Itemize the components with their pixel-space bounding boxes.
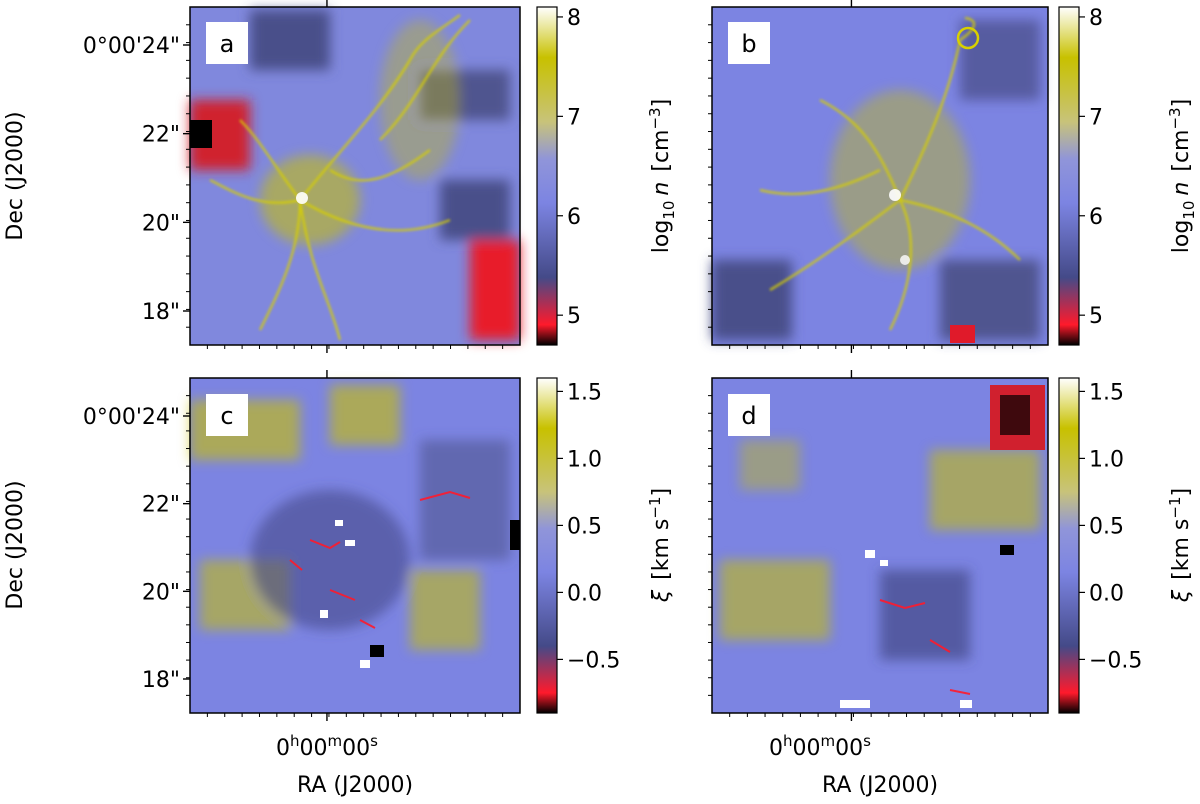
panel-d-label-box bbox=[728, 394, 770, 436]
colorbar-c-tick-label: 1.5 bbox=[567, 380, 602, 405]
colorbar-b-tick-label: 8 bbox=[1089, 6, 1103, 31]
colorbar-c-tick-label: 0.0 bbox=[567, 581, 602, 606]
y-tick-label: 22" bbox=[142, 493, 180, 518]
colorbar-b-tick-label: 5 bbox=[1089, 304, 1103, 329]
panel-d-frame bbox=[711, 377, 1049, 714]
colorbar-d-gradient bbox=[1058, 377, 1080, 714]
colorbar-a: 5 6 7 8 log10n[cm−3] bbox=[536, 6, 678, 346]
panel-a-ylabel: Dec (J2000) bbox=[3, 111, 28, 240]
panel-b-axes bbox=[708, 0, 1031, 353]
colorbar-c-tick-label: −0.5 bbox=[567, 648, 620, 673]
y-tick-label: 20" bbox=[142, 580, 180, 605]
colorbar-b-tick-label: 6 bbox=[1089, 205, 1103, 230]
colorbar-d-tick-label: 0.5 bbox=[1089, 514, 1124, 539]
colorbar-c-tick-label: 1.0 bbox=[567, 447, 602, 472]
panel-b-label: b bbox=[741, 30, 756, 58]
colorbar-d-tick-label: 0.0 bbox=[1089, 581, 1124, 606]
colorbar-a-gradient bbox=[536, 6, 558, 346]
panel-b-label-box bbox=[728, 22, 770, 64]
colorbar-c-gradient bbox=[536, 377, 558, 714]
panel-c-label: c bbox=[220, 402, 233, 430]
panel-d-image bbox=[712, 378, 1048, 713]
colorbar-d-label: ξ[km s−1] bbox=[1166, 488, 1194, 603]
colorbar-a-tick-label: 5 bbox=[567, 304, 581, 329]
y-tick-label: 18" bbox=[142, 300, 180, 325]
colorbar-d-tick-label: 1.5 bbox=[1089, 380, 1124, 405]
colorbar-b: 5 6 7 8 log10n[cm−3] bbox=[1058, 6, 1198, 346]
colorbar-a-tick-label: 8 bbox=[567, 6, 581, 31]
panel-c-frame bbox=[189, 377, 521, 714]
y-tick-label: 0°00'24" bbox=[83, 405, 180, 430]
colorbar-a-tick-label: 7 bbox=[567, 105, 581, 130]
panel-c-xlabel: RA (J2000) bbox=[297, 773, 413, 798]
panel-a-axes: 0°00'24" 22" 20" 18" bbox=[83, 0, 504, 353]
y-tick-label: 22" bbox=[142, 123, 180, 148]
colorbar-c-tick-label: 0.5 bbox=[567, 514, 602, 539]
panel-c-ylabel: Dec (J2000) bbox=[3, 480, 28, 609]
panel-c-image bbox=[190, 378, 520, 713]
y-tick-label: 18" bbox=[142, 668, 180, 693]
colorbar-c-label: ξ[km s−1] bbox=[646, 488, 674, 603]
panel-c-axes: 0°00'24" 22" 20" 18" bbox=[83, 370, 504, 721]
panel-c: c bbox=[189, 377, 521, 714]
colorbar-d: −0.5 0.0 0.5 1.0 1.5 ξ[km s−1] bbox=[1058, 377, 1194, 714]
colorbar-a-tick-label: 6 bbox=[567, 205, 581, 230]
colorbar-b-gradient bbox=[1058, 6, 1080, 346]
panel-c-xtick-label: 0h00m00s bbox=[276, 732, 378, 761]
panel-b-frame bbox=[711, 6, 1049, 346]
panel-d-axes bbox=[708, 370, 1031, 721]
y-tick-label: 0°00'24" bbox=[83, 34, 180, 59]
panel-a-frame bbox=[189, 6, 521, 346]
panel-d-xlabel: RA (J2000) bbox=[822, 773, 938, 798]
panel-d-label: d bbox=[741, 402, 756, 430]
panel-d: d bbox=[711, 377, 1049, 714]
colorbar-d-tick-label: 1.0 bbox=[1089, 447, 1124, 472]
panel-a-label-box bbox=[206, 22, 248, 64]
panel-b: b bbox=[711, 6, 1049, 346]
y-tick-label: 20" bbox=[142, 211, 180, 236]
colorbar-a-label: log10n[cm−3] bbox=[646, 99, 678, 253]
colorbar-c: −0.5 0.0 0.5 1.0 1.5 ξ[km s−1] bbox=[536, 377, 674, 714]
colorbar-b-label: log10n[cm−3] bbox=[1166, 99, 1198, 253]
panel-a-image bbox=[190, 7, 520, 345]
panel-a: a bbox=[189, 6, 521, 346]
colorbar-b-tick-label: 7 bbox=[1089, 105, 1103, 130]
panel-a-label: a bbox=[220, 30, 235, 58]
panel-d-xtick-label: 0h00m00s bbox=[769, 732, 871, 761]
colorbar-d-tick-label: −0.5 bbox=[1089, 648, 1142, 673]
panel-c-label-box bbox=[206, 394, 248, 436]
